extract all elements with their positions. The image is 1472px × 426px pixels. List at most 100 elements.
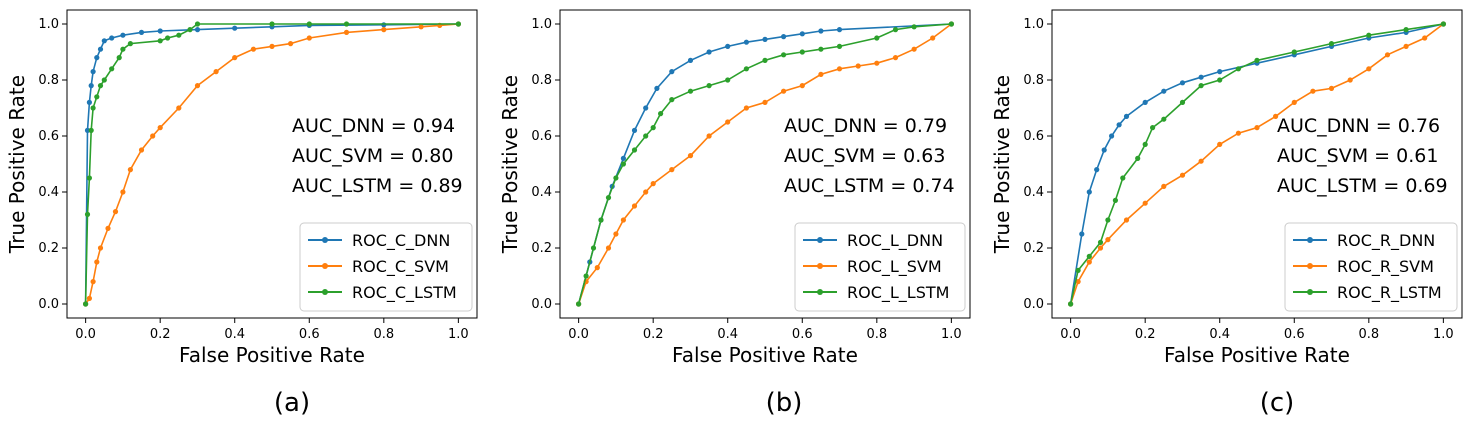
data-point-roc-r-svm bbox=[1179, 172, 1186, 178]
panel-c: 0.0 0.2 0.4 0.6 0.8 1.0 0.0 0.2 0.4 0.6 0.8 1.0 Tr… bbox=[990, 9, 1463, 418]
data-point-roc-l-dnn bbox=[631, 127, 638, 133]
legend-label-svm: ROC_C_SVM bbox=[352, 257, 449, 277]
data-point-roc-r-svm bbox=[1105, 237, 1111, 243]
data-point-roc-l-dnn bbox=[643, 105, 649, 111]
data-point-roc-c-svm bbox=[418, 24, 424, 30]
x-tick-label: 0.6 bbox=[792, 327, 813, 342]
data-point-roc-l-svm bbox=[781, 88, 787, 94]
data-point-roc-l-dnn bbox=[687, 57, 694, 64]
data-point-roc-c-dnn bbox=[194, 27, 201, 33]
data-point-roc-l-dnn bbox=[836, 27, 843, 33]
data-point-roc-r-svm bbox=[1235, 130, 1241, 136]
legend-marker-svm bbox=[817, 263, 823, 269]
y-tick-label: 0.0 bbox=[1023, 297, 1044, 312]
data-point-roc-r-svm bbox=[1097, 245, 1104, 251]
data-point-roc-r-dnn bbox=[1179, 80, 1186, 86]
data-point-roc-c-svm bbox=[97, 245, 104, 251]
panel-label: (a) bbox=[274, 388, 310, 418]
y-axis-label: True Positive Rate bbox=[498, 75, 522, 254]
data-point-roc-l-lstm bbox=[650, 125, 656, 131]
data-point-roc-c-svm bbox=[150, 133, 156, 139]
x-tick-label: 0.0 bbox=[75, 327, 96, 342]
data-point-roc-l-svm bbox=[613, 231, 619, 237]
data-point-roc-r-lstm bbox=[1086, 253, 1092, 259]
data-point-roc-r-lstm bbox=[1120, 175, 1126, 181]
y-tick-label: 0.2 bbox=[1023, 241, 1044, 256]
series-layer-a bbox=[83, 21, 461, 307]
x-tick-label: 0.6 bbox=[1284, 327, 1305, 342]
data-point-roc-r-lstm bbox=[1161, 116, 1167, 122]
data-point-roc-l-svm bbox=[818, 71, 824, 77]
y-tick-label: 0.4 bbox=[38, 185, 59, 200]
x-tick-label: 0.0 bbox=[1060, 327, 1081, 342]
data-point-roc-c-dnn bbox=[232, 25, 238, 31]
series-layer-c bbox=[1068, 21, 1446, 307]
y-tick-label: 0.6 bbox=[1023, 129, 1044, 144]
data-point-roc-r-dnn bbox=[1198, 74, 1204, 80]
data-point-roc-c-dnn bbox=[84, 127, 91, 133]
legend-marker-dnn bbox=[322, 237, 328, 243]
y-tick-label: 0.0 bbox=[531, 297, 552, 312]
data-point-roc-c-lstm bbox=[88, 127, 94, 133]
data-point-roc-l-svm bbox=[855, 63, 861, 69]
data-point-roc-c-lstm bbox=[84, 211, 91, 217]
legend-c: ROC_R_DNN ROC_R_SVM ROC_R_LSTM bbox=[1284, 222, 1458, 312]
y-axis-label: True Positive Rate bbox=[5, 75, 29, 254]
auc-svm-annotation: AUC_SVM = 0.61 bbox=[1277, 145, 1438, 167]
data-point-roc-r-dnn bbox=[1217, 69, 1223, 75]
data-point-roc-c-svm bbox=[213, 69, 219, 75]
x-tick-label: 0.8 bbox=[1358, 327, 1379, 342]
y-tick-label: 0.0 bbox=[38, 297, 59, 312]
data-point-roc-r-lstm bbox=[1217, 77, 1223, 83]
data-point-roc-l-lstm bbox=[583, 273, 589, 279]
y-axis-label: True Positive Rate bbox=[990, 75, 1014, 254]
data-point-roc-l-lstm bbox=[620, 161, 627, 167]
data-point-roc-r-lstm bbox=[1112, 197, 1118, 203]
legend-marker-dnn bbox=[1307, 237, 1313, 243]
y-tick-label: 0.4 bbox=[531, 185, 552, 200]
panel-label: (b) bbox=[766, 388, 803, 418]
data-point-roc-l-svm bbox=[687, 153, 694, 159]
data-point-roc-r-svm bbox=[1075, 279, 1081, 285]
data-point-roc-r-lstm bbox=[1403, 27, 1409, 33]
data-point-roc-c-svm bbox=[269, 43, 275, 50]
data-point-roc-r-lstm bbox=[1198, 83, 1204, 89]
data-point-roc-c-lstm bbox=[83, 301, 89, 307]
data-point-roc-l-lstm bbox=[706, 83, 712, 89]
x-axis-label: False Positive Rate bbox=[1164, 343, 1350, 367]
data-point-roc-l-lstm bbox=[590, 245, 597, 251]
legend-label-svm: ROC_R_SVM bbox=[1337, 257, 1434, 277]
data-point-roc-r-lstm bbox=[1179, 99, 1186, 105]
legend-label-lstm: ROC_C_LSTM bbox=[352, 283, 457, 303]
data-point-roc-r-svm bbox=[1142, 200, 1148, 206]
data-point-roc-r-svm bbox=[1384, 52, 1391, 58]
legend-marker-lstm bbox=[322, 289, 328, 295]
data-point-roc-r-dnn bbox=[1086, 189, 1092, 195]
data-point-roc-r-lstm bbox=[1135, 155, 1141, 161]
data-point-roc-c-lstm bbox=[127, 41, 133, 47]
data-point-roc-c-lstm bbox=[176, 32, 182, 38]
data-point-roc-c-lstm bbox=[157, 38, 163, 44]
data-point-roc-r-lstm bbox=[1235, 66, 1241, 72]
data-point-roc-l-lstm bbox=[781, 52, 787, 58]
legend-label-lstm: ROC_L_LSTM bbox=[847, 283, 949, 303]
data-point-roc-l-lstm bbox=[836, 43, 843, 50]
data-point-roc-c-lstm bbox=[120, 46, 126, 52]
data-point-roc-l-dnn bbox=[781, 34, 787, 40]
data-point-roc-c-dnn bbox=[86, 99, 92, 105]
data-point-roc-c-svm bbox=[232, 55, 238, 61]
data-point-roc-l-lstm bbox=[911, 24, 917, 30]
data-point-roc-l-svm bbox=[743, 105, 750, 111]
data-point-roc-l-svm bbox=[669, 167, 675, 173]
data-point-roc-l-lstm bbox=[658, 111, 664, 117]
x-tick-label: 0.2 bbox=[643, 327, 664, 342]
data-point-roc-c-svm bbox=[176, 105, 182, 111]
panel-label: (c) bbox=[1260, 388, 1295, 418]
data-point-roc-r-lstm bbox=[1366, 32, 1372, 38]
data-point-roc-r-svm bbox=[1422, 35, 1428, 41]
y-tick-label: 0.8 bbox=[38, 73, 59, 88]
y-tick-label: 0.6 bbox=[38, 129, 59, 144]
data-point-roc-c-lstm bbox=[455, 21, 461, 27]
x-tick-label: 0.4 bbox=[224, 327, 245, 342]
data-point-roc-r-lstm bbox=[1254, 57, 1260, 64]
